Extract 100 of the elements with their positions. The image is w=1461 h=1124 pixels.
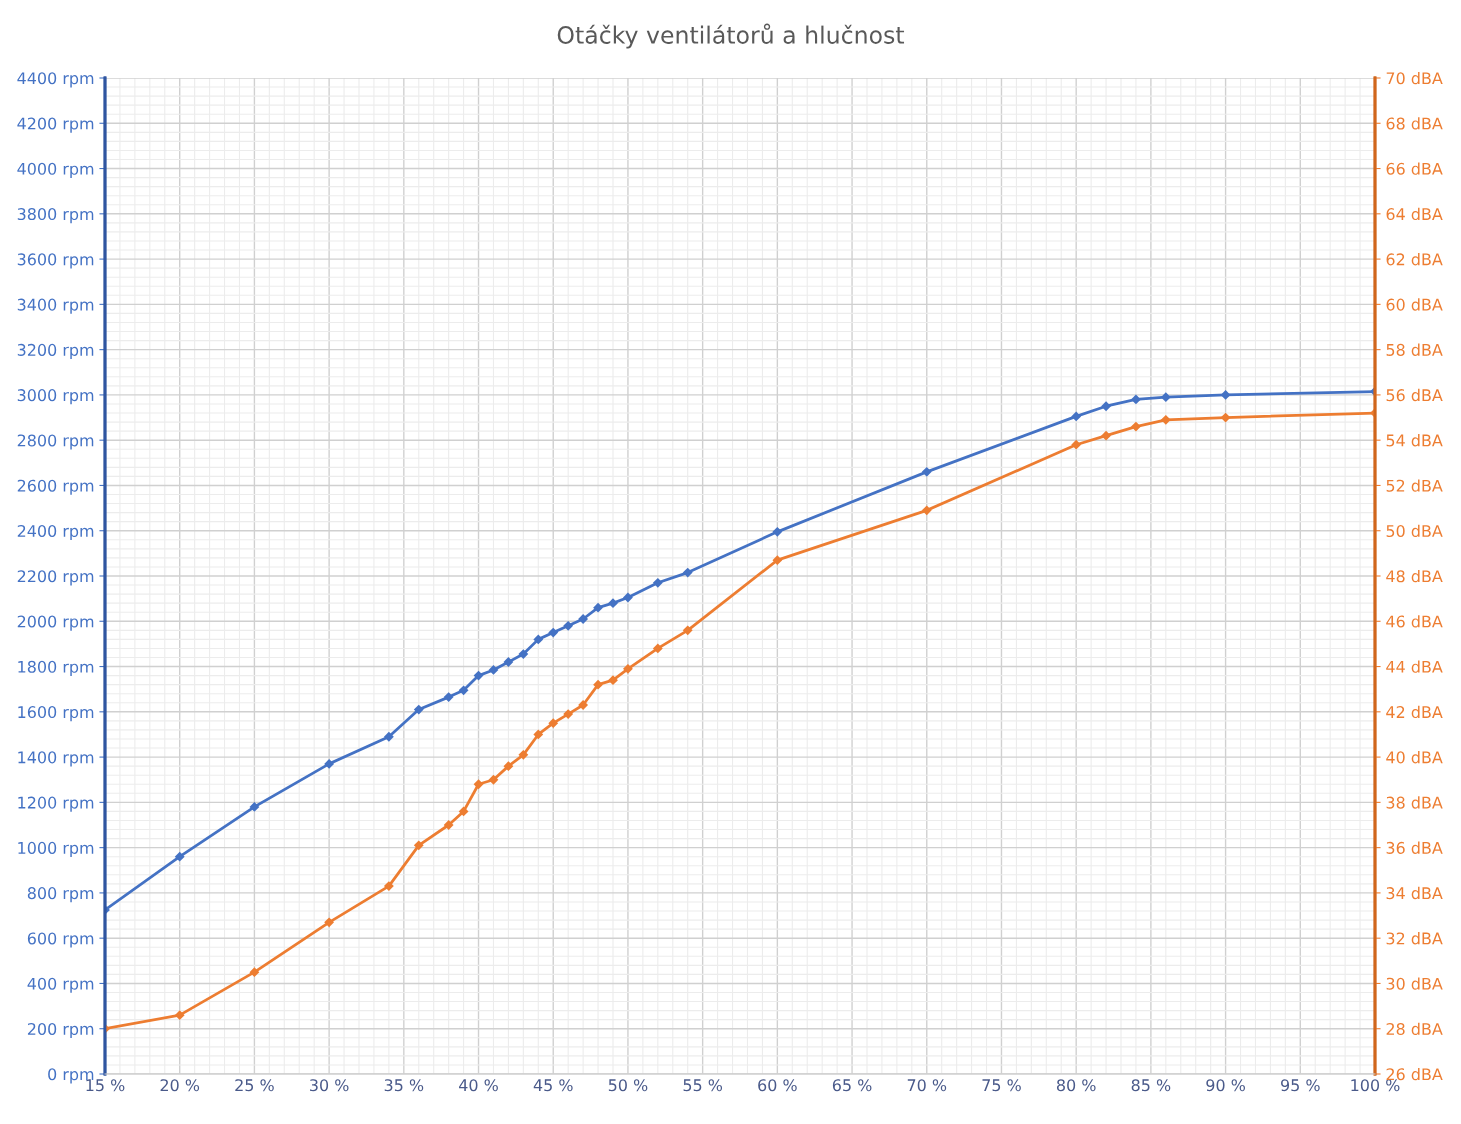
y-tick-label: 200 rpm [27,1022,94,1039]
point [623,592,633,603]
y2-tick-label: 62 dBA [1386,253,1443,266]
point [682,567,693,578]
y2-tick-label: 54 dBA [1386,434,1443,447]
y2-tick-label: 50 dBA [1386,524,1443,538]
point [488,665,499,675]
point [383,881,394,892]
point [518,649,529,660]
point [1101,401,1111,412]
point [413,704,424,715]
x-tick-label: 35 % [384,1079,424,1092]
x-tick-label: 30 % [310,1079,349,1092]
y2-tick-label: 36 dBA [1386,841,1443,854]
y2-tick-label: 68 dBA [1386,117,1443,130]
chart-title: Otáčky ventilátorů a hlučnost [557,23,905,49]
y2-tick-label: 42 dBA [1386,705,1443,719]
y-tick-label: 600 rpm [27,932,94,948]
y2-tick-label: 34 dBA [1386,886,1443,900]
point [772,555,783,566]
point [249,801,260,812]
point [324,917,335,928]
point [533,634,544,645]
point [533,729,544,740]
x-tick-label: 85 % [1131,1079,1171,1092]
y-tick-label: 1800 rpm [18,660,94,676]
y2-tick-label: 38 dBA [1386,796,1443,809]
point [652,643,663,654]
y-tick-label: 2400 rpm [17,524,94,541]
x-tick-label: 75 % [982,1079,1021,1092]
y2-tick-label: 70 dBA [1386,71,1443,85]
y-tick-label: 2000 rpm [17,615,94,631]
y2-tick-label: 56 dBA [1386,388,1443,402]
point [249,967,260,978]
y-tick-label: 3400 rpm [17,298,94,314]
y2-tick-label: 58 dBA [1386,343,1443,356]
y-tick-label: 2800 rpm [17,434,94,450]
y2-tick-label: 40 dBA [1386,751,1443,764]
point [1160,414,1171,425]
y-tick-label: 1000 rpm [18,841,94,858]
point [608,675,618,686]
y-tick-label: 1600 rpm [18,706,94,722]
y-tick-label: 3000 rpm [17,389,94,405]
x-tick-label: 70 % [907,1079,947,1092]
point [608,598,618,609]
point [563,620,574,631]
y-tick-label: 1400 rpm [18,751,94,767]
point [548,627,559,638]
y2-tick-label: 52 dBA [1386,479,1443,492]
x-tick-label: 90 % [1206,1079,1245,1092]
y-tick-label: 4400 rpm [17,72,94,88]
point [174,851,185,862]
x-tick-label: 25 % [235,1079,274,1092]
point [488,774,499,785]
point [458,685,469,696]
y-tick-label: 1200 rpm [18,796,94,812]
point [473,670,484,681]
point [578,700,589,710]
point [548,718,559,729]
point [593,679,603,690]
y-tick-label: 2600 rpm [17,479,94,495]
point [563,709,574,719]
y2-tick-label: 48 dBA [1386,569,1443,583]
x-tick-label: 40 % [459,1079,498,1092]
point [682,625,693,636]
point [413,840,424,851]
point [1071,411,1082,422]
y2-tick-label: 26 dBA [1386,1067,1443,1081]
point [443,692,454,703]
y-tick-label: 2200 rpm [17,570,94,586]
y2-tick-label: 64 dBA [1386,207,1443,221]
point [593,602,603,613]
point [1220,412,1231,423]
y2-tick-label: 44 dBA [1386,660,1443,673]
point [578,614,589,624]
x-tick-label: 50 % [608,1079,648,1092]
point [652,577,663,588]
y-tick-label: 3200 rpm [17,343,94,360]
point [772,526,783,537]
y-tick-label: 800 rpm [27,887,94,903]
x-tick-label: 55 % [683,1079,723,1092]
y2-tick-label: 32 dBA [1386,932,1443,945]
y-tick-label: 4000 rpm [17,162,94,178]
x-tick-label: 100 % [1351,1079,1400,1092]
point [473,779,484,790]
y-tick-label: 4200 rpm [17,117,94,133]
point [503,761,514,772]
x-tick-label: 20 % [160,1079,200,1092]
y2-tick-label: 28 dBA [1386,1022,1443,1036]
point [324,758,335,769]
point [921,505,932,516]
y-tick-label: 400 rpm [27,977,94,993]
y2-tick-label: 66 dBA [1386,162,1443,175]
y-tick-label: 3800 rpm [17,208,94,224]
point [503,657,514,667]
point [443,820,454,830]
point [921,466,932,477]
point [623,663,633,674]
point [518,749,529,760]
x-tick-label: 95 % [1281,1079,1320,1092]
